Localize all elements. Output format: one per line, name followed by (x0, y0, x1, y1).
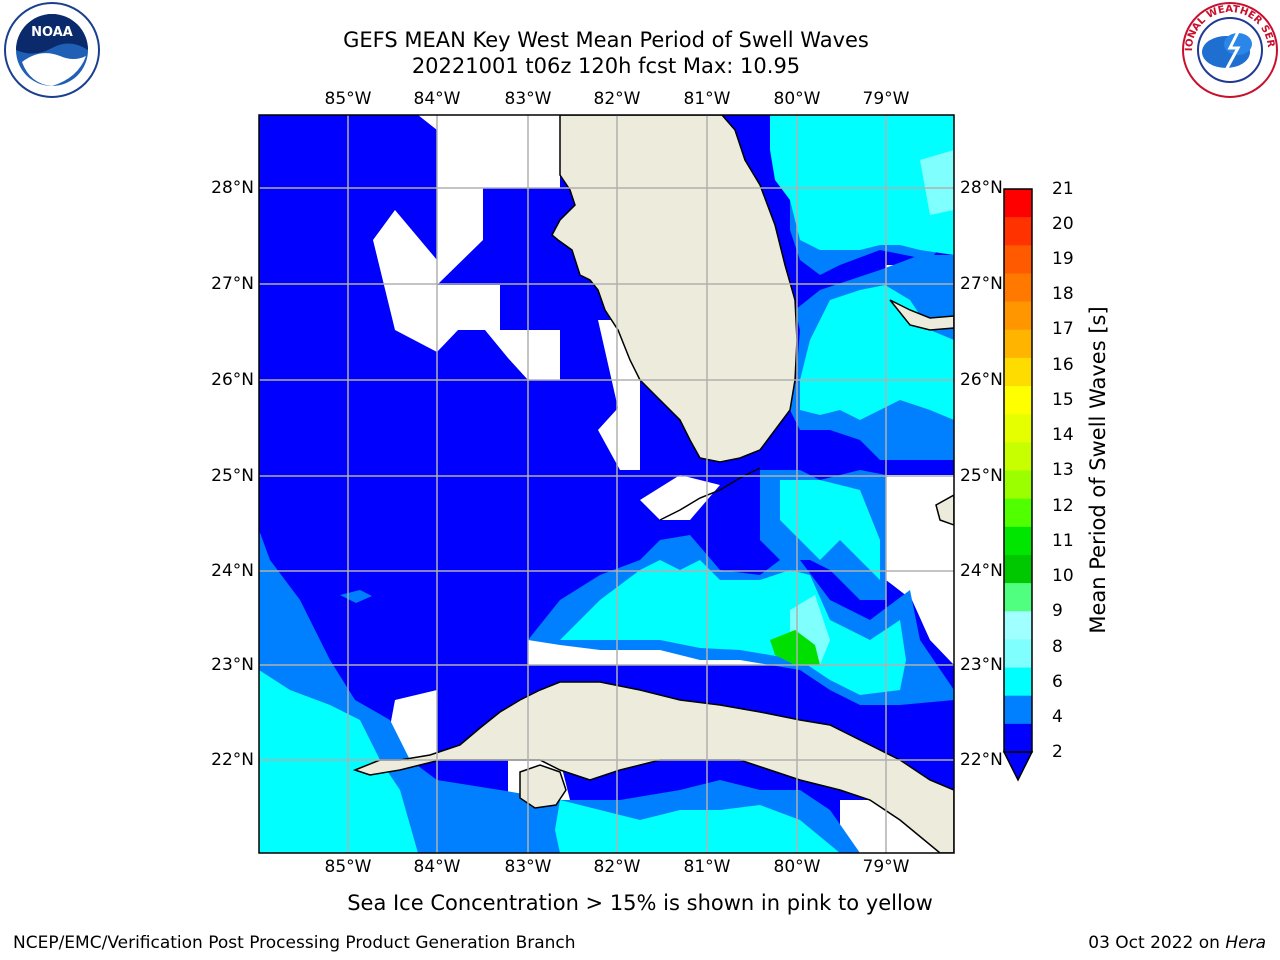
footer-credit: NCEP/EMC/Verification Post Processing Pr… (13, 933, 576, 953)
colorbar-segment (1004, 470, 1032, 500)
colorbar-segment (1004, 245, 1032, 274)
colorbar-tick: 19 (1052, 249, 1074, 269)
land-florida (551, 115, 798, 463)
gridlines (259, 115, 954, 853)
colorbar-extend-arrow (1002, 751, 1034, 782)
colorbar-tick: 18 (1052, 284, 1074, 304)
colorbar-tick: 20 (1052, 214, 1074, 234)
lat-tick-left: 26°N (211, 370, 254, 390)
lat-tick-right: 27°N (960, 274, 1003, 294)
colorbar-tick: 2 (1052, 742, 1063, 762)
lat-tick-right: 26°N (960, 370, 1003, 390)
colorbar-segment (1004, 189, 1032, 218)
ocean-fill-4-6 (259, 530, 860, 853)
colorbar-tick: 12 (1052, 496, 1074, 516)
lon-tick-top: 79°W (862, 89, 910, 109)
colorbar-segment (1004, 723, 1032, 753)
footer-host: Hera (1225, 933, 1266, 953)
missing-data-area (886, 475, 954, 665)
land-bahamas (889, 299, 954, 331)
map-panel (259, 115, 954, 853)
lat-tick-right: 23°N (960, 655, 1003, 675)
colorbar-segment (1004, 386, 1032, 415)
footer-date-text: 03 Oct 2022 on (1088, 933, 1226, 953)
chart-subtitle: 20221001 t06z 120h fcst Max: 10.95 (411, 54, 801, 78)
colorbar-segment (1004, 273, 1032, 303)
colorbar-tick: 11 (1052, 531, 1074, 551)
colorbar-segment (1004, 667, 1032, 697)
colorbar-tick: 4 (1052, 707, 1063, 727)
colorbar-tick: 9 (1052, 601, 1063, 621)
ocean-fill-6-8 (780, 480, 880, 580)
colorbar-segment (1004, 554, 1032, 584)
lon-tick-top: 84°W (413, 89, 461, 109)
colorbar-segment (1004, 301, 1032, 331)
colorbar-segment (1004, 414, 1032, 443)
chart-title: GEFS MEAN Key West Mean Period of Swell … (343, 28, 869, 52)
lat-tick-right: 22°N (960, 750, 1003, 770)
colorbar-segment (1004, 329, 1032, 359)
colorbar-tick: 15 (1052, 390, 1074, 410)
lon-tick-top: 81°W (683, 89, 731, 109)
lon-tick-bottom: 81°W (683, 857, 731, 877)
colorbar-frame (1003, 188, 1033, 753)
colorbar-label: Mean Period of Swell Waves [s] (1086, 306, 1110, 634)
lat-tick-left: 28°N (211, 178, 254, 198)
colorbar-segment (1004, 639, 1032, 669)
lat-tick-right: 28°N (960, 178, 1003, 198)
colorbar-segment (1004, 526, 1032, 556)
lat-tick-right: 25°N (960, 466, 1003, 486)
missing-data-area (640, 475, 720, 520)
land-andros (935, 494, 954, 526)
lon-tick-bottom: 80°W (773, 857, 821, 877)
colorbar-segment (1004, 217, 1032, 246)
colorbar-tick: 10 (1052, 566, 1074, 586)
colorbar-tick: 14 (1052, 425, 1074, 445)
footer-date: 03 Oct 2022 on Hera (1088, 933, 1266, 953)
lat-tick-left: 25°N (211, 466, 254, 486)
colorbar-segment (1004, 695, 1032, 725)
lon-tick-top: 85°W (324, 89, 372, 109)
ocean-fill-6-8 (770, 115, 954, 255)
colorbar-tick: 21 (1052, 179, 1074, 199)
colorbar-tick: 13 (1052, 460, 1074, 480)
map-frame (258, 114, 955, 854)
land-isle-of-youth (519, 764, 567, 809)
lat-tick-left: 23°N (211, 655, 254, 675)
colorbar-tick: 17 (1052, 319, 1074, 339)
ocean-fill-6-8 (259, 670, 418, 853)
colorbar-segment (1004, 357, 1032, 387)
lon-tick-bottom: 85°W (324, 857, 372, 877)
colorbar-segment (1004, 611, 1032, 640)
colorbar-tick: 8 (1052, 637, 1063, 657)
lon-tick-top: 80°W (773, 89, 821, 109)
lat-tick-left: 24°N (211, 561, 254, 581)
lon-tick-bottom: 84°W (413, 857, 461, 877)
colorbar (1004, 189, 1032, 753)
colorbar-tick: 6 (1052, 672, 1063, 692)
colorbar-segment (1004, 442, 1032, 471)
colorbar-segment (1004, 498, 1032, 528)
lat-tick-left: 27°N (211, 274, 254, 294)
lat-tick-right: 24°N (960, 561, 1003, 581)
lon-tick-bottom: 79°W (862, 857, 910, 877)
ocean-fill-8-9 (920, 150, 954, 215)
missing-data-area (373, 115, 560, 380)
lat-tick-left: 22°N (211, 750, 254, 770)
lon-tick-bottom: 83°W (504, 857, 552, 877)
lon-tick-bottom: 82°W (593, 857, 641, 877)
colorbar-segment (1004, 583, 1032, 612)
noaa-logo: NOAA (4, 2, 100, 98)
lon-tick-top: 83°W (504, 89, 552, 109)
noaa-logo-text: NOAA (31, 25, 73, 40)
ocean-fill-10-11 (770, 630, 820, 665)
colorbar-tick: 16 (1052, 355, 1074, 375)
lon-tick-top: 82°W (593, 89, 641, 109)
sea-ice-note: Sea Ice Concentration > 15% is shown in … (347, 891, 933, 915)
ocean-fill-6-8 (555, 800, 840, 853)
